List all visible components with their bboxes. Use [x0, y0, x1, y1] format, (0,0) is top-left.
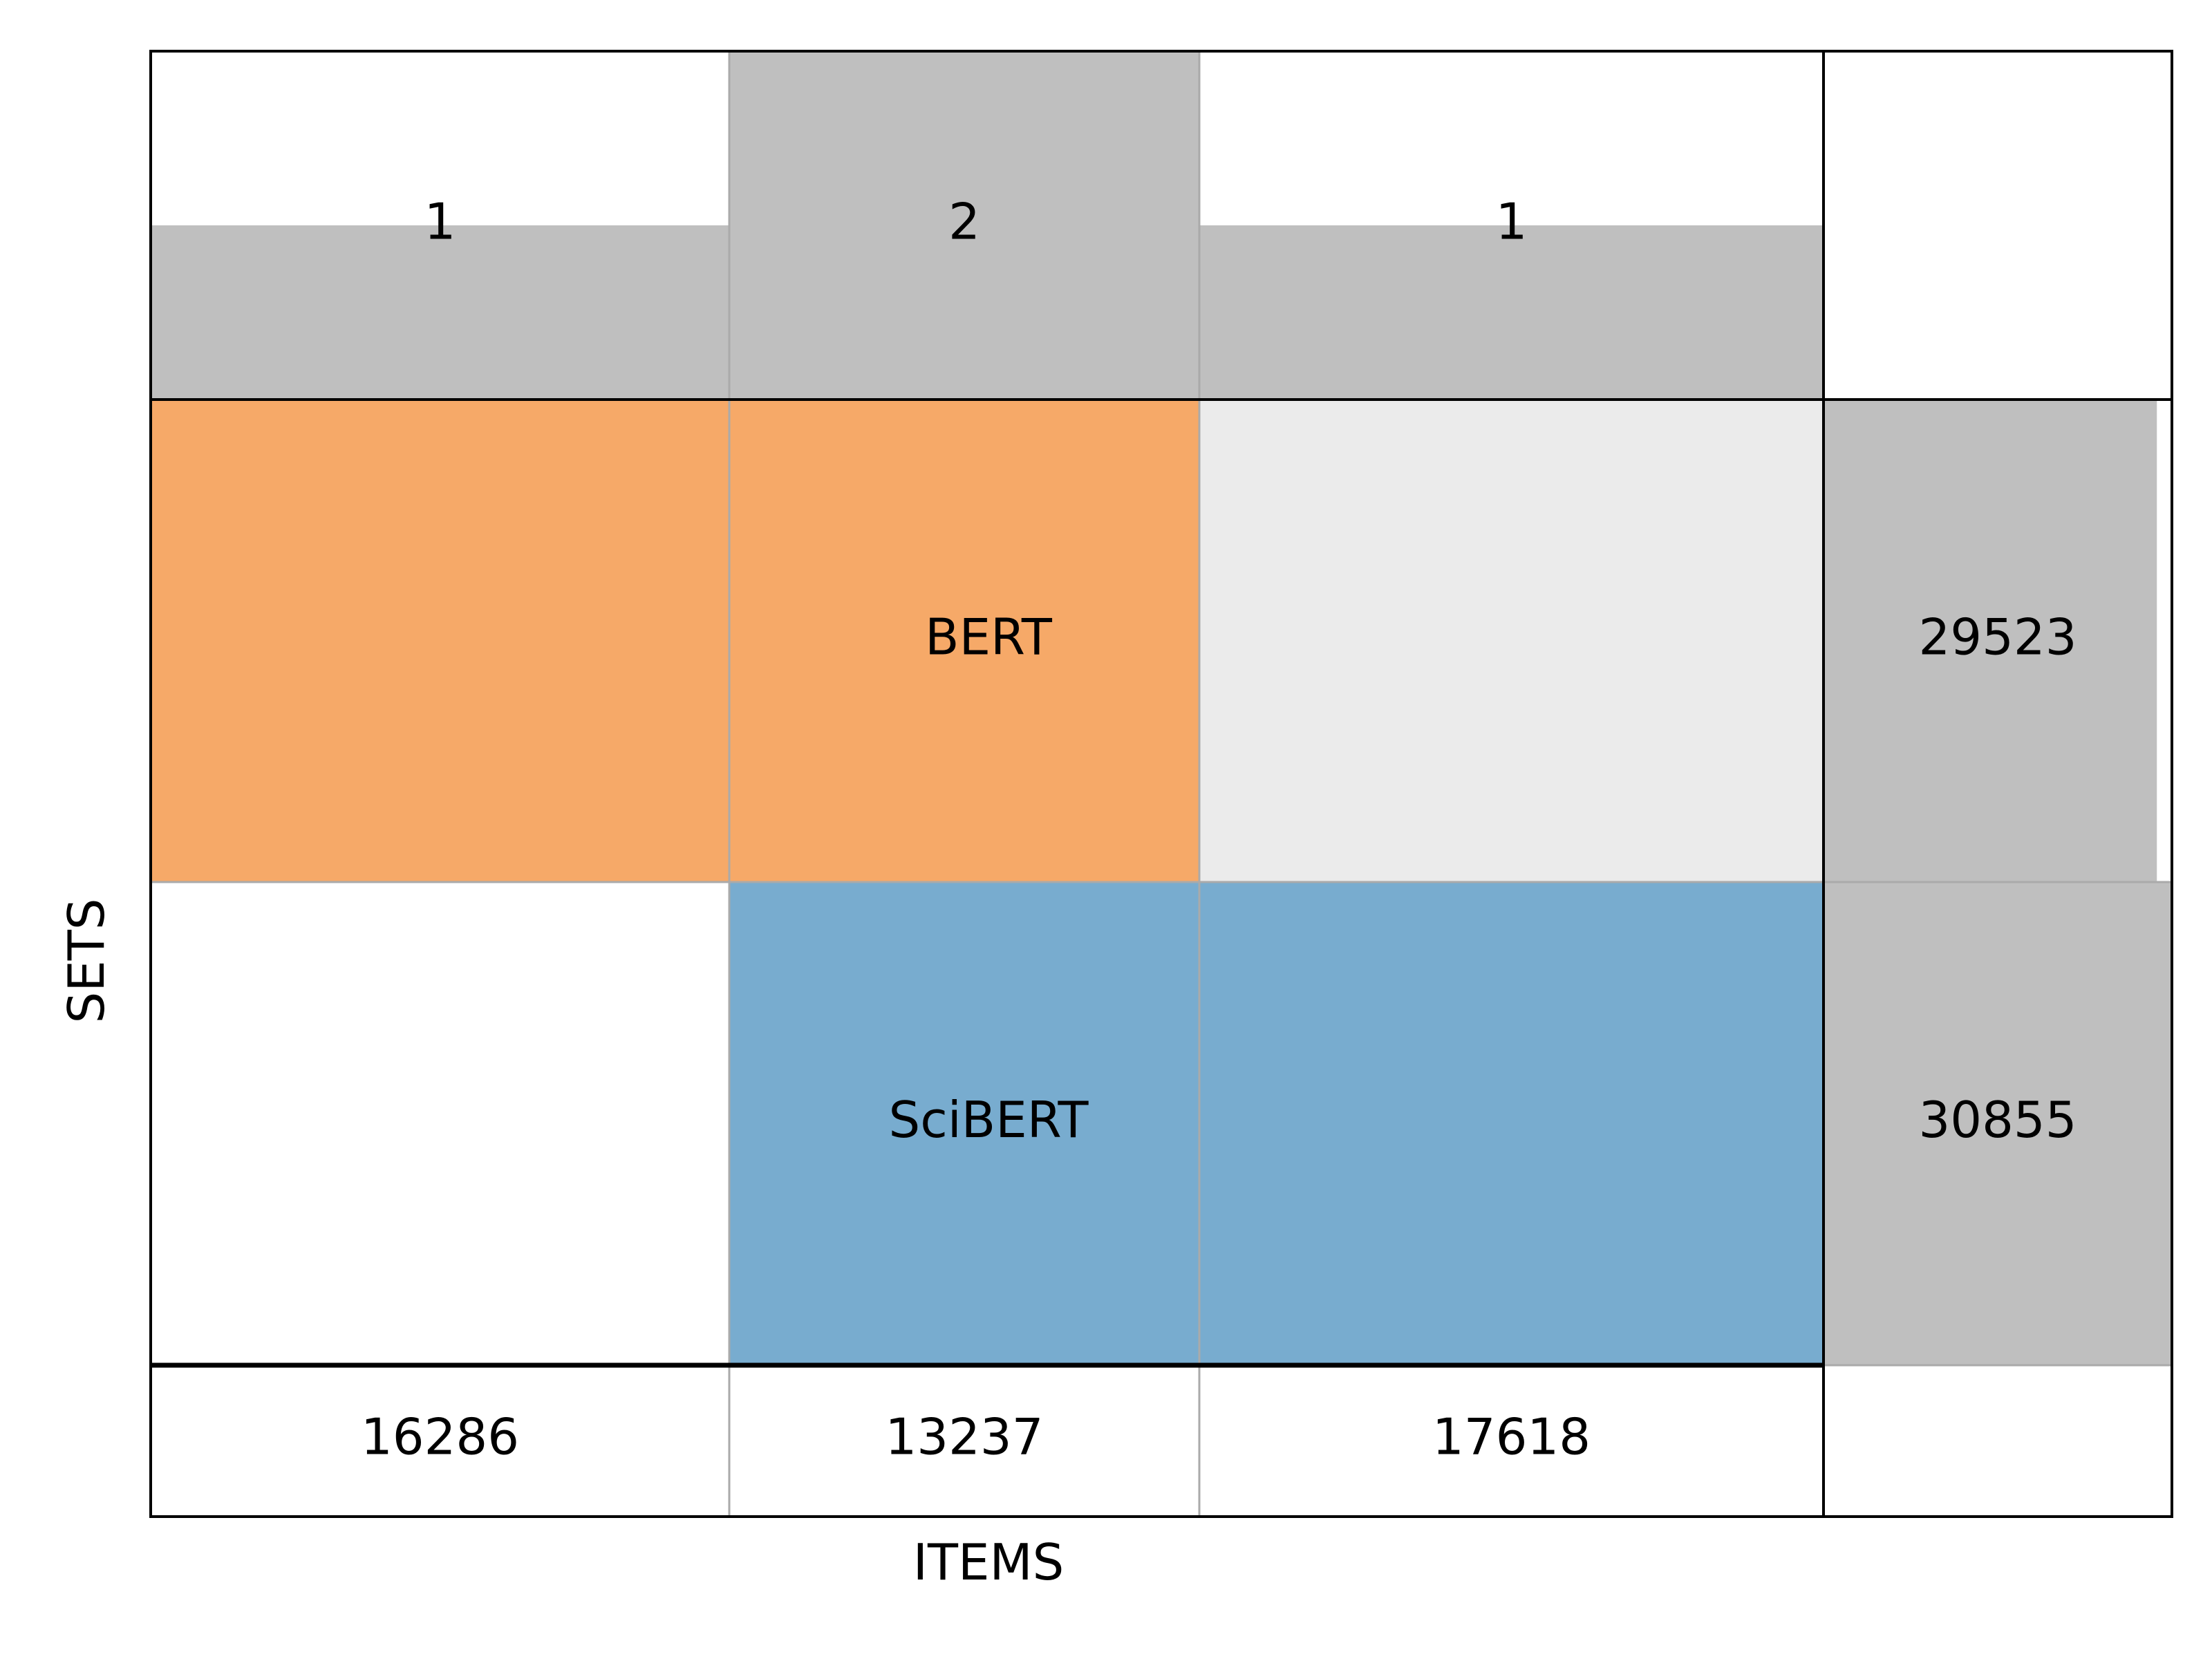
set-size-bar-scibert: [1824, 882, 2172, 1365]
cell-layer: [151, 400, 1824, 1365]
set-size-bar-bert: [1824, 400, 2157, 882]
text-layer: 1 2 1 16286 13237 17618 BERT 29523 SciBERT 30855: [361, 193, 2077, 1466]
frame-layer: [149, 50, 2173, 1518]
column-size-bar-2: [729, 51, 1199, 400]
item-count-label-1: 16286: [361, 1408, 519, 1466]
item-count-label-2: 13237: [885, 1408, 1043, 1466]
item-count-label-3: 17618: [1432, 1408, 1591, 1466]
column-size-layer: [151, 51, 1824, 400]
matrix-cell-bert-1: [151, 400, 729, 882]
matrix-cell-scibert-1: [151, 882, 729, 1365]
set-name-label-bert: BERT: [925, 608, 1053, 666]
column-size-label-3: 1: [1496, 193, 1528, 251]
x-axis-label: ITEMS: [913, 1533, 1065, 1591]
column-size-label-1: 1: [424, 193, 456, 251]
matrix-cell-scibert-2: [729, 882, 1199, 1365]
y-axis-label: SETS: [57, 899, 115, 1024]
matrix-cell-scibert-3: [1199, 882, 1824, 1365]
matrix-cell-bert-2: [729, 400, 1199, 882]
set-name-label-scibert: SciBERT: [889, 1091, 1089, 1149]
column-size-bar-3: [1199, 225, 1824, 400]
set-size-layer: [1824, 400, 2172, 1365]
matrix-cell-bert-3: [1199, 400, 1824, 882]
column-size-label-2: 2: [948, 193, 980, 251]
set-total-label-scibert: 30855: [1918, 1091, 2077, 1149]
grid-layer: [151, 51, 2172, 1517]
column-size-bar-1: [151, 225, 729, 400]
set-total-label-bert: 29523: [1918, 608, 2077, 666]
outer-frame: [149, 50, 2173, 1518]
